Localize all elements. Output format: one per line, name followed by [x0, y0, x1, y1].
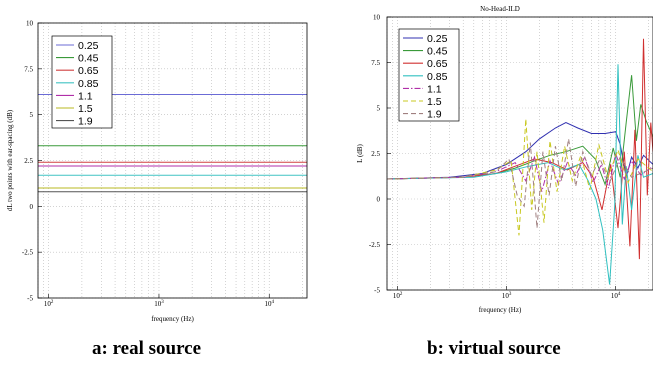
y-tick-label: -2.5 — [22, 249, 34, 257]
y-tick-label: -5 — [374, 287, 380, 295]
legend-label: 1.9 — [78, 116, 93, 128]
legend-label: 1.5 — [78, 103, 93, 115]
y-tick-label: 0 — [30, 203, 34, 211]
caption-virtual-source: b: virtual source — [427, 338, 561, 359]
y-axis-label: dL two points with ear-spacing (dB) — [6, 109, 14, 211]
y-tick-label: 7.5 — [24, 65, 33, 73]
x-tick-label: 102 — [393, 292, 403, 300]
legend-label: 1.9 — [427, 109, 442, 121]
legend-label: 1.5 — [427, 96, 442, 108]
y-tick-label: -5 — [27, 295, 33, 303]
chart-title: No-Head-ILD — [480, 5, 520, 13]
y-tick-label: 7.5 — [371, 59, 380, 67]
y-tick-label: 5 — [30, 111, 34, 119]
series-line-1-9 — [386, 138, 653, 229]
panel-real-source: 10 7.5 5 2.5 0 -2.5 -5 102 103 104 frequency (Hz) d… — [6, 20, 308, 323]
legend-label: 0.65 — [78, 65, 99, 77]
legend-label: 0.85 — [427, 71, 448, 83]
caption-real-source: a: real source — [92, 338, 202, 359]
x-tick-label: 102 — [44, 300, 54, 308]
x-tick-label: 103 — [154, 300, 164, 308]
y-tick-label: 2.5 — [371, 150, 380, 158]
series-line-0-45 — [386, 75, 653, 187]
y-tick-label: 5 — [377, 105, 381, 113]
series-line-0-65 — [386, 38, 653, 260]
y-tick-label: 0 — [377, 196, 381, 204]
y-tick-label: 10 — [26, 20, 34, 28]
y-axis-label: L (dB) — [356, 144, 364, 163]
x-axis-label: frequency (Hz) — [151, 315, 194, 323]
series-line-1-5 — [386, 118, 653, 236]
legend-label: 1.1 — [78, 90, 93, 102]
legend-box — [51, 35, 113, 129]
series-line-1-1 — [386, 151, 653, 192]
y-tick-label: 2.5 — [24, 157, 33, 165]
series-line-0-25 — [386, 122, 653, 180]
legend-label: 0.25 — [427, 33, 448, 45]
legend-box — [398, 28, 460, 122]
series-line-0-85 — [386, 64, 653, 285]
legend-label: 0.25 — [78, 40, 99, 52]
legend-label: 1.1 — [427, 83, 442, 95]
y-tick-label: -2.5 — [369, 241, 381, 249]
legend-label: 0.45 — [427, 46, 448, 58]
x-axis-label: frequency (Hz) — [479, 306, 522, 314]
x-tick-label: 104 — [264, 300, 274, 308]
legend-label: 0.45 — [78, 53, 99, 65]
legend-label: 0.85 — [78, 78, 99, 90]
legend-label: 0.65 — [427, 58, 448, 70]
x-tick-label: 103 — [502, 292, 512, 300]
y-tick-label: 10 — [373, 14, 381, 22]
panel-virtual-source: 10 7.5 5 2.5 0 -2.5 -5 102 103 104 frequency (Hz) L… — [356, 5, 653, 314]
x-tick-label: 104 — [611, 292, 621, 300]
